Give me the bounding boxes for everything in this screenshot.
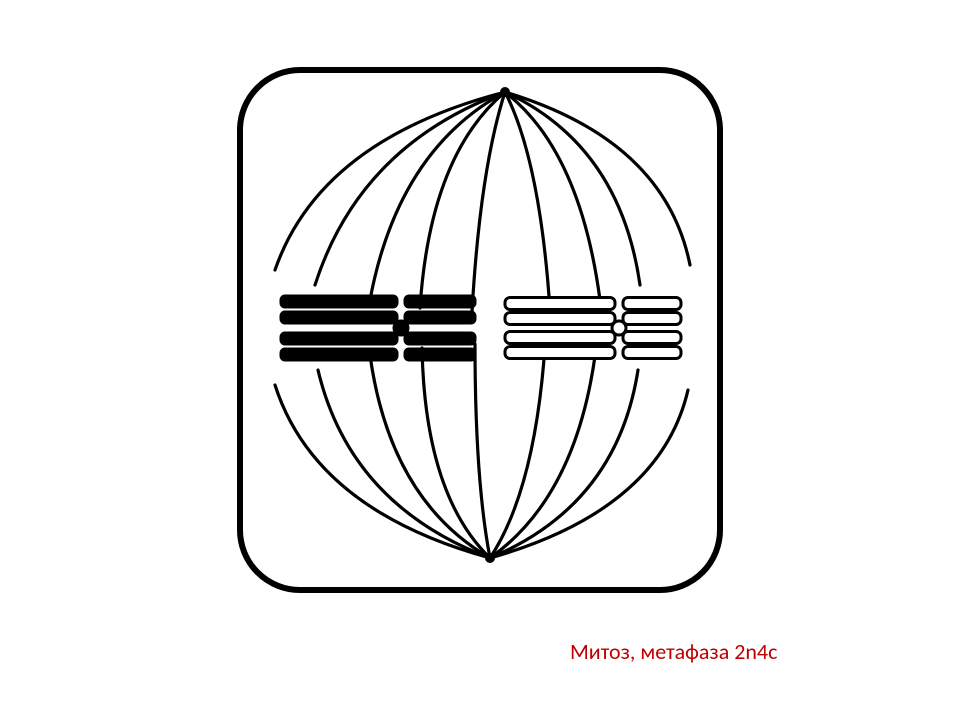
chromosome-light xyxy=(505,298,681,359)
slide-stage: Митоз, метафаза 2n4c xyxy=(0,0,960,720)
centrosome-bottom xyxy=(485,553,495,563)
mitosis-metaphase-diagram xyxy=(220,50,740,610)
chromosome-dark xyxy=(280,295,476,361)
caption-text: Митоз, метафаза 2n4c xyxy=(570,638,777,665)
spindle-fibers-top xyxy=(275,92,690,312)
centrosome-top xyxy=(500,87,510,97)
spindle-fibers-bottom xyxy=(275,344,688,558)
